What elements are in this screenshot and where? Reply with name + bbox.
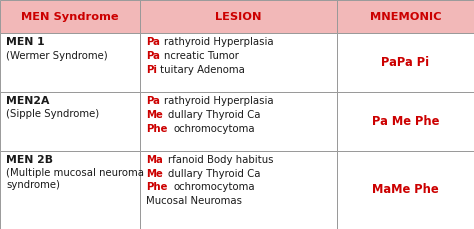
Text: (Sipple Syndrome): (Sipple Syndrome) <box>6 109 100 119</box>
Text: Mucosal Neuromas: Mucosal Neuromas <box>146 196 242 206</box>
Text: Pa Me Phe: Pa Me Phe <box>372 115 439 128</box>
Text: MEN 1: MEN 1 <box>6 38 45 47</box>
Text: Me: Me <box>146 110 163 120</box>
Text: Pa: Pa <box>146 38 160 47</box>
Text: Pa: Pa <box>146 96 160 106</box>
Text: rathyroid Hyperplasia: rathyroid Hyperplasia <box>164 38 273 47</box>
Text: Phe: Phe <box>146 124 167 134</box>
Text: MEN Syndrome: MEN Syndrome <box>21 12 118 22</box>
Bar <box>337 0 474 33</box>
Text: ochromocytoma: ochromocytoma <box>173 182 255 192</box>
Text: ncreatic Tumor: ncreatic Tumor <box>164 51 239 61</box>
Bar <box>140 92 337 151</box>
Text: ochromocytoma: ochromocytoma <box>173 124 255 134</box>
Text: (Multiple mucosal neuroma
syndrome): (Multiple mucosal neuroma syndrome) <box>6 168 144 190</box>
Bar <box>0 0 140 33</box>
Text: Me: Me <box>146 169 163 179</box>
Bar <box>0 33 140 92</box>
Text: Ma: Ma <box>146 155 163 165</box>
Text: MNEMONIC: MNEMONIC <box>370 12 441 22</box>
Bar <box>140 0 337 33</box>
Text: MaMe Phe: MaMe Phe <box>372 183 438 196</box>
Text: tuitary Adenoma: tuitary Adenoma <box>160 65 245 75</box>
Text: rathyroid Hyperplasia: rathyroid Hyperplasia <box>164 96 273 106</box>
Bar <box>337 33 474 92</box>
Bar <box>337 92 474 151</box>
Text: PaPa Pi: PaPa Pi <box>381 56 429 69</box>
Text: dullary Thyroid Ca: dullary Thyroid Ca <box>168 169 260 179</box>
Text: dullary Thyroid Ca: dullary Thyroid Ca <box>168 110 260 120</box>
Text: LESION: LESION <box>215 12 262 22</box>
Text: Phe: Phe <box>146 182 167 192</box>
Text: (Wermer Syndrome): (Wermer Syndrome) <box>6 51 108 61</box>
Bar <box>0 151 140 229</box>
Bar <box>0 92 140 151</box>
Bar <box>140 33 337 92</box>
Text: MEN2A: MEN2A <box>6 96 50 106</box>
Text: Pi: Pi <box>146 65 157 75</box>
Text: Pa: Pa <box>146 51 160 61</box>
Bar <box>140 151 337 229</box>
Text: MEN 2B: MEN 2B <box>6 155 53 165</box>
Bar <box>337 151 474 229</box>
Text: rfanoid Body habitus: rfanoid Body habitus <box>168 155 273 165</box>
